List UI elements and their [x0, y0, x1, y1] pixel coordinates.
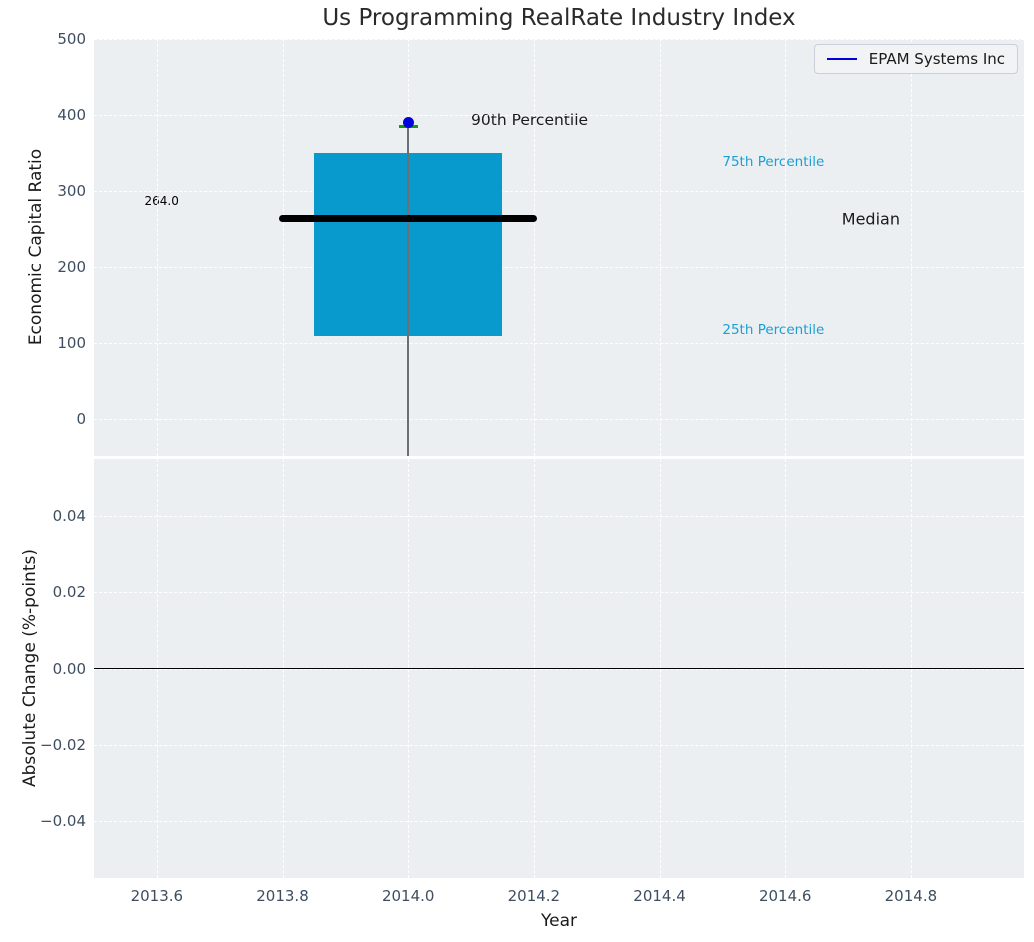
x-tick-label: 2014.4 [633, 887, 686, 905]
y-tick-label: 100 [57, 334, 86, 353]
x-gridline [533, 39, 535, 456]
median-line [279, 215, 537, 223]
axes-economic-capital-ratio: 264.0 90th Percentile 75th Percentile Me… [94, 39, 1024, 456]
legend: EPAM Systems Inc [813, 44, 1018, 74]
x-axis-label: Year [541, 911, 577, 931]
y-tick-label: 300 [57, 182, 86, 201]
y-gridline [94, 115, 1024, 117]
x-gridline [156, 39, 158, 456]
stem-line [407, 126, 409, 456]
axes-absolute-change [94, 459, 1024, 878]
chart-title: Us Programming RealRate Industry Index [322, 5, 796, 31]
y-gridline [94, 592, 1024, 594]
y-gridline [94, 820, 1024, 822]
y-gridline [94, 516, 1024, 518]
y-gridline [94, 39, 1024, 40]
x-tick-label: 2014.0 [381, 887, 435, 905]
x-tick-label: 2014.6 [758, 887, 812, 905]
annotation-median-value: 264.0 [144, 194, 179, 209]
legend-label: EPAM Systems Inc [868, 50, 1005, 68]
y-tick-label: −0.04 [40, 811, 86, 830]
x-tick-label: 2014.8 [884, 887, 938, 905]
y-gridline [94, 267, 1024, 269]
x-gridline [785, 39, 787, 456]
x-gridline [910, 39, 912, 456]
y-tick-label: 0 [76, 410, 86, 429]
x-tick-label: 2013.6 [130, 887, 184, 905]
y-axis-label-top: Economic Capital Ratio [26, 148, 46, 346]
label-median: Median [841, 209, 900, 229]
x-gridline [659, 39, 661, 456]
y-tick-label: 500 [57, 30, 86, 48]
company-marker [402, 117, 414, 129]
y-gridline [94, 419, 1024, 421]
label-25th-percentile: 25th Percentile [722, 321, 825, 338]
y-gridline [94, 343, 1024, 345]
y-tick-label: 0.04 [52, 507, 86, 526]
y-gridline [94, 191, 1024, 193]
y-tick-label: 200 [57, 258, 86, 277]
y-gridline [94, 744, 1024, 746]
x-tick-label: 2014.2 [507, 887, 561, 905]
label-75th-percentile: 75th Percentile [722, 154, 825, 171]
y-tick-label: 0.02 [52, 583, 86, 602]
y-tick-label: −0.02 [40, 735, 86, 754]
x-gridline [282, 39, 284, 456]
legend-line-icon [826, 58, 857, 60]
x-tick-label: 2013.8 [256, 887, 309, 905]
y-tick-label: 400 [57, 106, 86, 125]
annotation-90th-percentile: 90th Percentile [471, 110, 589, 129]
zero-line [94, 667, 1024, 670]
y-tick-label: 0.00 [52, 659, 86, 678]
